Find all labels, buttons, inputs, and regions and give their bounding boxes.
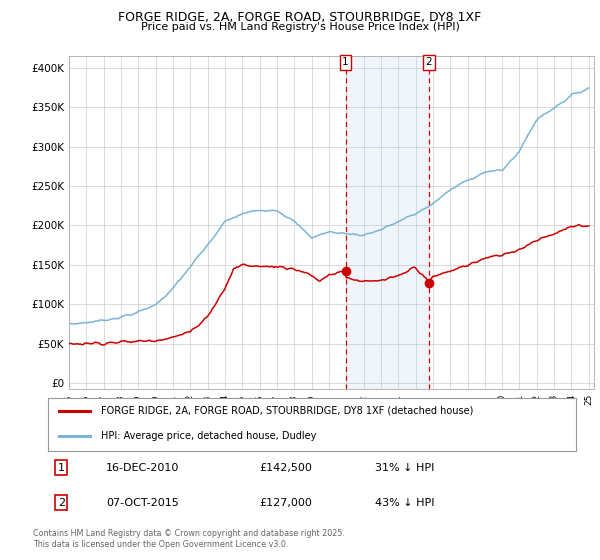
Bar — [346, 56, 429, 389]
Text: £142,500: £142,500 — [259, 463, 312, 473]
Text: 43% ↓ HPI: 43% ↓ HPI — [376, 498, 435, 507]
Text: 2: 2 — [58, 498, 65, 507]
Text: 07-OCT-2015: 07-OCT-2015 — [106, 498, 179, 507]
Text: Price paid vs. HM Land Registry's House Price Index (HPI): Price paid vs. HM Land Registry's House … — [140, 22, 460, 32]
Text: Contains HM Land Registry data © Crown copyright and database right 2025.
This d: Contains HM Land Registry data © Crown c… — [33, 529, 345, 549]
Text: 2: 2 — [425, 57, 432, 67]
Text: 1: 1 — [58, 463, 65, 473]
Text: HPI: Average price, detached house, Dudley: HPI: Average price, detached house, Dudl… — [101, 431, 316, 441]
Text: FORGE RIDGE, 2A, FORGE ROAD, STOURBRIDGE, DY8 1XF (detached house): FORGE RIDGE, 2A, FORGE ROAD, STOURBRIDGE… — [101, 406, 473, 416]
Text: 1: 1 — [342, 57, 349, 67]
Text: £127,000: £127,000 — [259, 498, 312, 507]
Text: FORGE RIDGE, 2A, FORGE ROAD, STOURBRIDGE, DY8 1XF: FORGE RIDGE, 2A, FORGE ROAD, STOURBRIDGE… — [118, 11, 482, 24]
Text: 31% ↓ HPI: 31% ↓ HPI — [376, 463, 435, 473]
Text: 16-DEC-2010: 16-DEC-2010 — [106, 463, 179, 473]
